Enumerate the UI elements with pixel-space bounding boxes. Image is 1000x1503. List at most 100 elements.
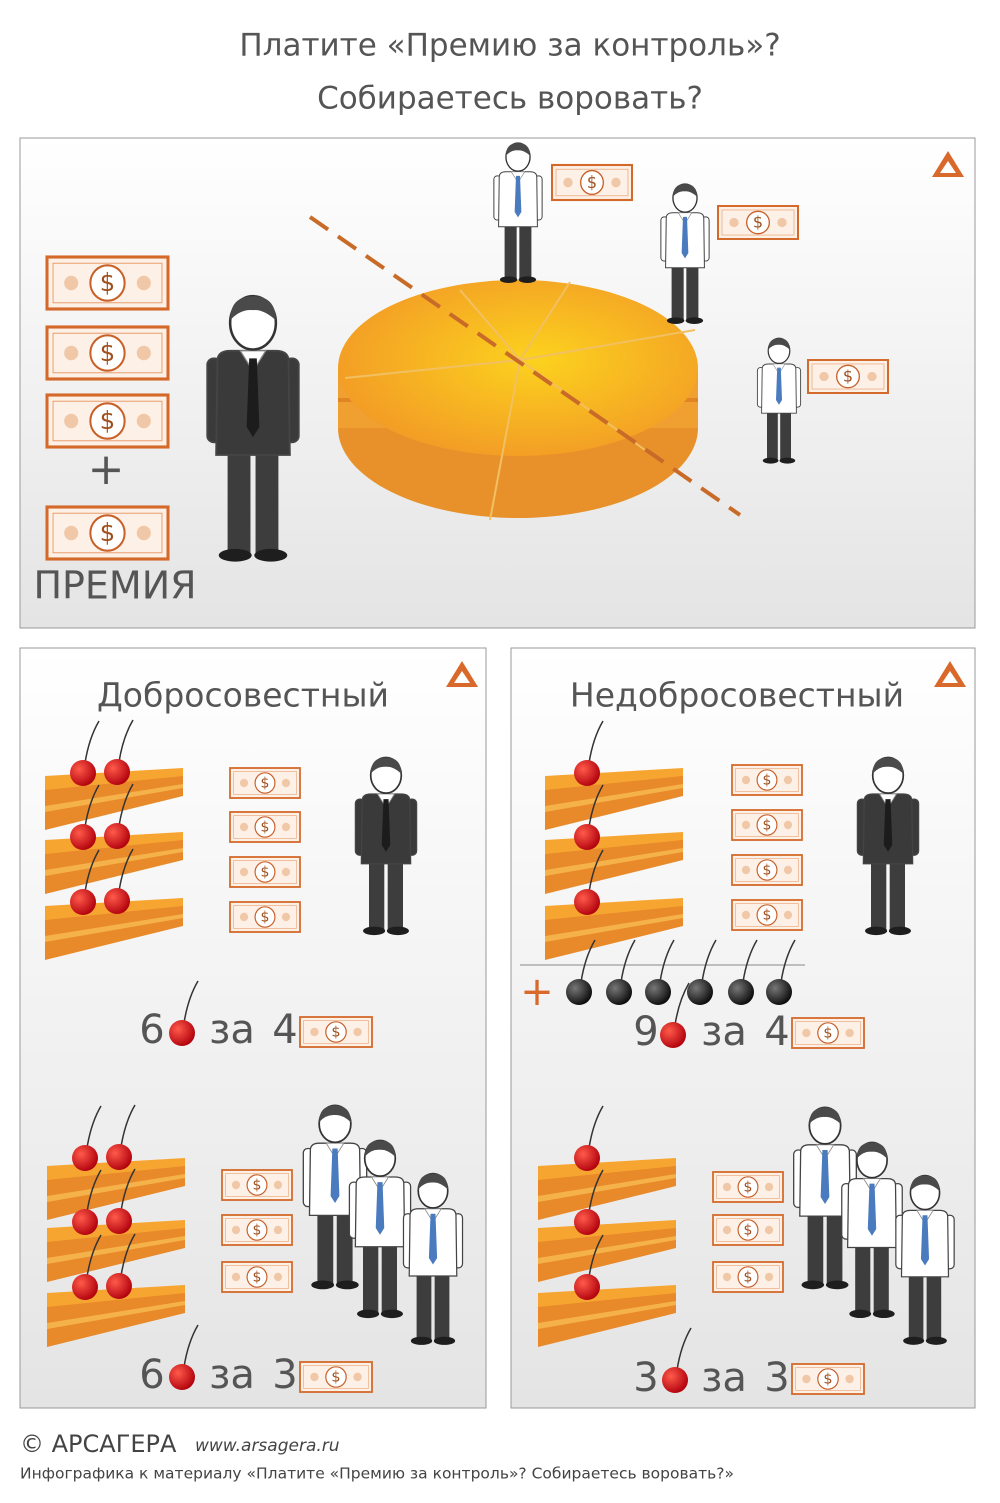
bill-dot [273, 1272, 283, 1282]
cherry [660, 1022, 686, 1048]
cherry-stem [84, 720, 100, 764]
cherry [574, 1209, 600, 1235]
bill-dot [136, 275, 151, 291]
cherry [106, 1144, 132, 1170]
bill-seal [246, 1174, 268, 1196]
bill: $ [731, 854, 803, 886]
cherry [72, 1145, 98, 1171]
bill-dot [136, 413, 151, 429]
bill-dot [281, 912, 291, 922]
bill: $ [229, 856, 301, 888]
bill-dot [231, 1180, 241, 1190]
cake-slice [545, 898, 683, 960]
bill-border [721, 209, 795, 236]
person [841, 1141, 903, 1319]
cherry-stem [588, 720, 604, 764]
cherry [566, 979, 592, 1005]
hair [910, 1175, 940, 1191]
bill-count: 4 [272, 1007, 297, 1053]
word: за [701, 1009, 747, 1055]
shoe [666, 317, 685, 325]
cake-top [545, 898, 683, 920]
cherry-stem [84, 849, 100, 893]
bill-dot [729, 217, 739, 228]
bill-seal [246, 1219, 268, 1241]
bill-seal [746, 210, 771, 235]
cake-cream [47, 1174, 185, 1202]
bill-border [52, 512, 163, 554]
currency-symbol: $ [823, 1372, 832, 1388]
bill-border [225, 1265, 289, 1289]
bill-seal [756, 904, 778, 926]
leg [889, 858, 905, 930]
currency-symbol: $ [763, 772, 772, 788]
bill: $ [229, 767, 301, 799]
bill: $ [45, 325, 170, 381]
cherry-stem [183, 980, 199, 1024]
cherry-stem [659, 939, 675, 983]
bill-border [233, 771, 297, 795]
currency-symbol: $ [843, 367, 853, 386]
cut-line [308, 215, 742, 517]
bill-seal [580, 169, 605, 196]
currency-symbol: $ [744, 1222, 753, 1238]
pie-cut [519, 329, 696, 361]
cherry [169, 1364, 195, 1390]
leg [363, 1241, 379, 1313]
bill-dot [783, 910, 793, 920]
bill-border [735, 903, 799, 927]
cake-cream [545, 848, 683, 876]
person [354, 756, 418, 936]
bill-dot [281, 867, 291, 877]
leg [826, 1210, 843, 1284]
cake-cream [45, 848, 183, 876]
plus: + [520, 969, 554, 1015]
bill-dot [281, 822, 291, 832]
title: Собираетесь воровать? [317, 81, 703, 117]
bill: $ [229, 901, 301, 933]
cherry [662, 1367, 688, 1393]
cake-side [47, 1226, 185, 1282]
cherry-stem [674, 982, 690, 1026]
cherry [645, 979, 671, 1005]
shoe [925, 1336, 947, 1345]
shoe [254, 548, 288, 562]
currency-symbol: $ [763, 862, 772, 878]
currency-symbol: $ [331, 1370, 340, 1386]
cherry [574, 824, 600, 850]
cherry [574, 889, 600, 915]
cherry-stem [118, 783, 134, 827]
leg [387, 858, 403, 930]
bill-border [735, 858, 799, 882]
cherry [574, 1274, 600, 1300]
shoe [685, 317, 704, 325]
bill: $ [731, 899, 803, 931]
bill-dot [239, 822, 249, 832]
cherry [574, 1145, 600, 1171]
bill-dot [136, 525, 151, 541]
bill-dot [802, 1374, 811, 1384]
url: www.arsagera.ru [195, 1436, 340, 1456]
person [302, 1104, 368, 1290]
person [660, 183, 710, 325]
cake-cream [538, 1301, 676, 1329]
pie-cut [489, 359, 521, 521]
cake-cream [545, 784, 683, 812]
bill-border [303, 1365, 369, 1389]
bill-dot [764, 1272, 774, 1282]
bill-dot [845, 1374, 854, 1384]
bill-seal [89, 514, 126, 552]
leg [369, 858, 385, 930]
person [756, 337, 802, 464]
cake-side [47, 1164, 185, 1220]
shoe [218, 548, 252, 562]
cherry-stem [588, 849, 604, 893]
tie [375, 1182, 385, 1235]
bill-border [716, 1265, 780, 1289]
cake-side [545, 838, 683, 894]
bill-dot [353, 1027, 362, 1037]
currency-symbol: $ [100, 268, 115, 297]
bill-dot [845, 1028, 854, 1038]
bill-dot [231, 1272, 241, 1282]
currency-symbol: $ [587, 172, 597, 191]
